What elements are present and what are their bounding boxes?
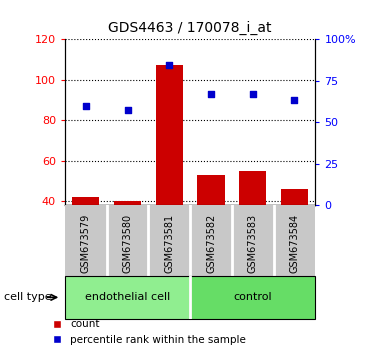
Point: [125, 107, 131, 113]
Text: GSM673582: GSM673582: [206, 213, 216, 273]
Text: GSM673581: GSM673581: [164, 213, 174, 273]
Point: [292, 97, 298, 103]
Bar: [281, 189, 308, 205]
Bar: [72, 197, 99, 205]
Text: GSM673583: GSM673583: [248, 213, 258, 273]
Bar: [239, 171, 266, 205]
Bar: [114, 201, 141, 205]
Point: [208, 91, 214, 97]
Point: [83, 103, 89, 109]
Text: control: control: [233, 292, 272, 302]
Text: GSM673580: GSM673580: [122, 213, 132, 273]
Text: GSM673579: GSM673579: [81, 213, 91, 273]
Bar: [65, 276, 190, 319]
Text: cell type: cell type: [4, 292, 51, 302]
Point: [166, 63, 172, 68]
Bar: [190, 276, 315, 319]
Text: endothelial cell: endothelial cell: [85, 292, 170, 302]
Title: GDS4463 / 170078_i_at: GDS4463 / 170078_i_at: [108, 21, 272, 35]
Bar: [197, 175, 224, 205]
Text: GSM673584: GSM673584: [289, 213, 299, 273]
Legend: count, percentile rank within the sample: count, percentile rank within the sample: [42, 315, 250, 349]
Point: [250, 91, 256, 97]
Bar: [156, 65, 183, 205]
